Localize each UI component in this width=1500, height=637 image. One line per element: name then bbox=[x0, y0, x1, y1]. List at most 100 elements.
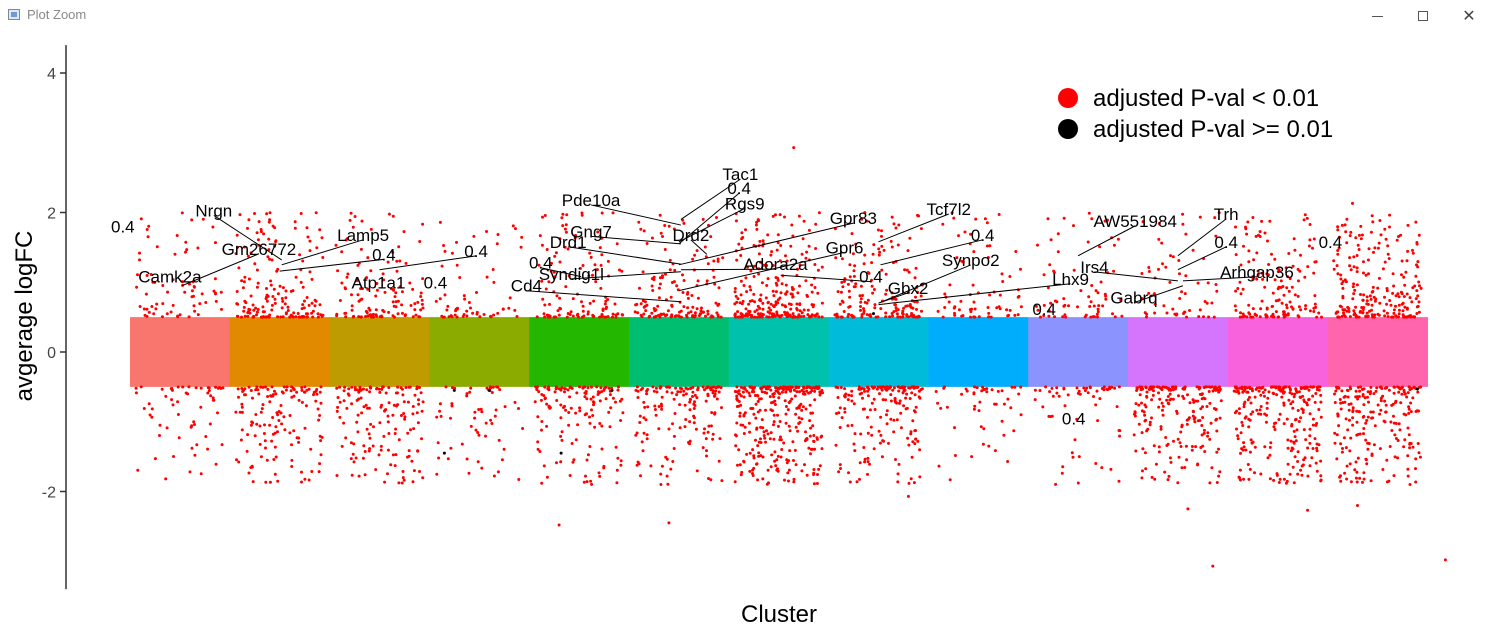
data-point bbox=[251, 396, 254, 400]
data-point bbox=[270, 258, 274, 262]
minimize-button[interactable] bbox=[1354, 0, 1400, 32]
data-point bbox=[642, 416, 646, 420]
data-point bbox=[1364, 458, 1368, 462]
data-point bbox=[786, 471, 790, 475]
data-point bbox=[1365, 419, 1369, 422]
data-point bbox=[614, 400, 617, 404]
label-leader-line bbox=[678, 207, 745, 243]
data-point bbox=[395, 404, 398, 408]
data-point bbox=[1141, 447, 1145, 451]
data-point bbox=[1371, 410, 1375, 414]
data-point bbox=[866, 415, 869, 419]
data-point bbox=[484, 434, 487, 438]
data-point bbox=[1339, 273, 1343, 277]
data-point bbox=[353, 215, 357, 218]
data-point bbox=[1272, 425, 1276, 429]
data-point bbox=[367, 449, 371, 453]
data-point bbox=[645, 303, 649, 307]
data-point bbox=[808, 434, 812, 438]
data-point bbox=[1354, 395, 1358, 399]
data-point bbox=[1384, 237, 1388, 241]
data-point bbox=[936, 401, 940, 405]
data-point bbox=[805, 293, 809, 297]
data-point bbox=[769, 253, 773, 257]
data-point bbox=[1276, 287, 1280, 291]
maximize-button[interactable] bbox=[1400, 0, 1446, 32]
data-point bbox=[890, 215, 894, 219]
data-point bbox=[366, 256, 370, 260]
data-point bbox=[841, 300, 845, 304]
gene-label: 0.4 bbox=[529, 254, 553, 273]
data-point bbox=[1170, 385, 1174, 389]
data-point bbox=[761, 313, 765, 317]
data-point bbox=[1157, 222, 1161, 225]
data-point bbox=[742, 284, 746, 287]
data-point bbox=[173, 252, 177, 256]
data-point bbox=[1297, 279, 1300, 283]
close-button[interactable]: ✕ bbox=[1446, 0, 1492, 32]
data-point bbox=[1282, 477, 1286, 481]
data-point bbox=[438, 297, 442, 301]
data-point bbox=[818, 391, 822, 395]
data-point bbox=[184, 250, 187, 254]
data-point bbox=[1415, 242, 1419, 246]
data-point bbox=[282, 415, 286, 419]
data-point bbox=[766, 233, 770, 237]
data-point bbox=[245, 449, 249, 453]
data-point bbox=[400, 387, 404, 391]
data-point bbox=[180, 211, 184, 215]
data-point bbox=[943, 292, 947, 296]
data-point bbox=[1336, 412, 1340, 416]
data-point bbox=[658, 386, 662, 390]
data-point bbox=[176, 400, 180, 404]
data-point bbox=[1002, 433, 1006, 437]
data-point bbox=[1264, 420, 1268, 424]
data-point bbox=[592, 314, 596, 318]
data-point bbox=[1088, 305, 1092, 308]
data-point bbox=[471, 311, 475, 315]
data-point bbox=[1212, 407, 1216, 410]
data-point bbox=[297, 436, 301, 440]
data-point bbox=[909, 432, 913, 436]
data-point bbox=[1333, 401, 1337, 404]
data-point bbox=[639, 474, 642, 478]
data-point bbox=[451, 386, 454, 390]
data-point bbox=[1292, 440, 1296, 444]
data-point bbox=[276, 479, 280, 483]
data-point bbox=[1210, 385, 1214, 389]
data-point bbox=[1191, 409, 1195, 413]
data-point bbox=[1245, 232, 1249, 236]
data-point bbox=[581, 264, 585, 267]
data-point bbox=[256, 281, 260, 285]
data-point bbox=[741, 236, 745, 239]
data-point bbox=[537, 390, 541, 394]
data-point bbox=[299, 212, 303, 215]
data-point bbox=[1361, 298, 1365, 302]
data-point bbox=[260, 407, 264, 411]
data-point bbox=[1247, 303, 1251, 307]
data-point bbox=[542, 312, 546, 316]
data-point bbox=[973, 404, 977, 408]
data-point bbox=[267, 248, 271, 252]
data-point bbox=[1406, 223, 1410, 227]
data-point bbox=[1313, 294, 1317, 298]
data-point bbox=[748, 394, 752, 398]
data-point bbox=[809, 452, 812, 456]
data-point bbox=[897, 389, 901, 393]
data-point bbox=[289, 289, 293, 293]
data-point bbox=[1017, 294, 1021, 298]
data-point bbox=[1218, 470, 1222, 474]
data-point bbox=[303, 477, 307, 481]
data-point bbox=[752, 292, 756, 296]
data-point bbox=[889, 399, 893, 403]
data-point bbox=[817, 315, 821, 319]
data-point bbox=[980, 389, 984, 393]
data-point bbox=[639, 227, 643, 231]
data-point bbox=[1148, 423, 1152, 427]
data-point bbox=[1144, 467, 1148, 471]
data-point bbox=[804, 407, 808, 411]
data-point bbox=[310, 311, 314, 315]
data-point bbox=[791, 315, 795, 319]
data-point bbox=[804, 430, 807, 434]
data-point bbox=[800, 408, 804, 412]
